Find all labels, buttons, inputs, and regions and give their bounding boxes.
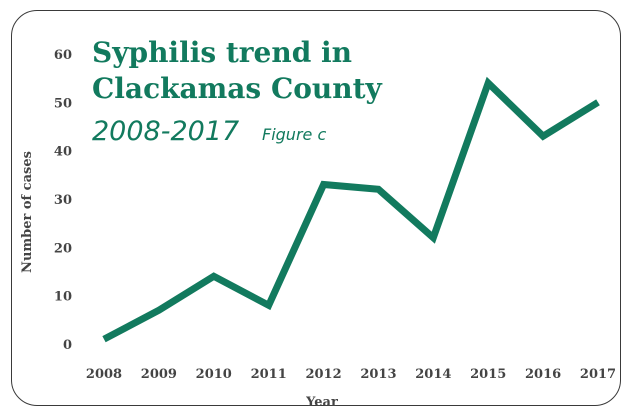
y-tick-label: 40 [54,145,72,160]
x-axis-label: Year [305,395,338,410]
x-tick-label: 2013 [360,367,396,382]
chart-subtitle: 2008-2017 [92,116,239,147]
x-tick-label: 2012 [305,367,341,382]
y-axis-label: Number of cases [20,151,35,273]
x-tick-label: 2015 [470,367,506,382]
chart-title-line-1: Syphilis trend in [92,36,352,69]
x-tick-label: 2010 [196,367,232,382]
chart-title-line-2: Clackamas County [92,72,383,105]
series-group [102,76,600,343]
figure-label: Figure c [262,125,326,144]
x-tick-label: 2008 [86,367,122,382]
x-tick-label: 2017 [580,367,616,382]
y-tick-label: 30 [54,193,72,208]
y-tick-label: 50 [54,96,72,111]
x-tick-label: 2009 [141,367,177,382]
x-tick-label: 2016 [525,367,561,382]
series-line [102,76,600,343]
x-axis-ticks: 2008 2009 2010 2011 2012 2013 2014 2015 2016 2017 [86,367,616,382]
y-tick-label: 60 [54,48,72,63]
x-tick-label: 2011 [251,367,287,382]
x-tick-label: 2014 [415,367,451,382]
y-tick-label: 10 [54,290,72,305]
y-tick-label: 0 [63,338,72,353]
y-axis-ticks: 0 10 20 30 40 50 60 [54,48,72,353]
y-tick-label: 20 [54,241,72,256]
